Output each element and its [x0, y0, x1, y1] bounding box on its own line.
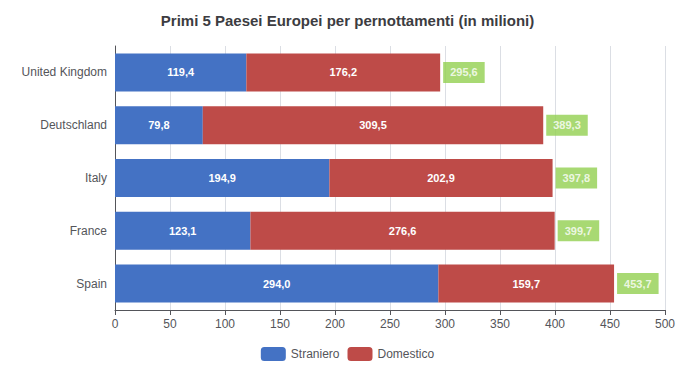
- svg-text:400: 400: [545, 317, 565, 331]
- svg-text:295,6: 295,6: [450, 66, 478, 78]
- svg-text:250: 250: [380, 317, 400, 331]
- svg-text:389,3: 389,3: [553, 119, 581, 131]
- svg-text:159,7: 159,7: [512, 278, 540, 290]
- svg-text:450: 450: [600, 317, 620, 331]
- svg-text:500: 500: [655, 317, 675, 331]
- svg-text:Domestico: Domestico: [378, 347, 435, 361]
- svg-text:453,7: 453,7: [624, 278, 652, 290]
- svg-text:176,2: 176,2: [329, 66, 357, 78]
- svg-text:100: 100: [215, 317, 235, 331]
- svg-text:194,9: 194,9: [208, 172, 236, 184]
- svg-text:300: 300: [435, 317, 455, 331]
- svg-text:Straniero: Straniero: [291, 347, 340, 361]
- svg-text:350: 350: [490, 317, 510, 331]
- svg-text:399,7: 399,7: [565, 225, 593, 237]
- svg-text:119,4: 119,4: [167, 66, 195, 78]
- svg-text:Spain: Spain: [76, 277, 107, 291]
- svg-text:276,6: 276,6: [389, 225, 417, 237]
- svg-text:United Kingdom: United Kingdom: [22, 65, 107, 79]
- svg-text:Deutschland: Deutschland: [40, 118, 107, 132]
- svg-text:123,1: 123,1: [169, 225, 197, 237]
- svg-text:Italy: Italy: [85, 171, 107, 185]
- svg-text:50: 50: [163, 317, 177, 331]
- svg-text:309,5: 309,5: [359, 119, 387, 131]
- svg-text:294,0: 294,0: [263, 278, 291, 290]
- svg-text:200: 200: [325, 317, 345, 331]
- svg-text:France: France: [70, 224, 108, 238]
- svg-text:202,9: 202,9: [427, 172, 455, 184]
- svg-text:79,8: 79,8: [148, 119, 169, 131]
- svg-text:150: 150: [270, 317, 290, 331]
- svg-text:397,8: 397,8: [563, 172, 591, 184]
- svg-text:0: 0: [112, 317, 119, 331]
- svg-text:Primi 5 Paesei Europei per per: Primi 5 Paesei Europei per pernottamenti…: [161, 12, 534, 29]
